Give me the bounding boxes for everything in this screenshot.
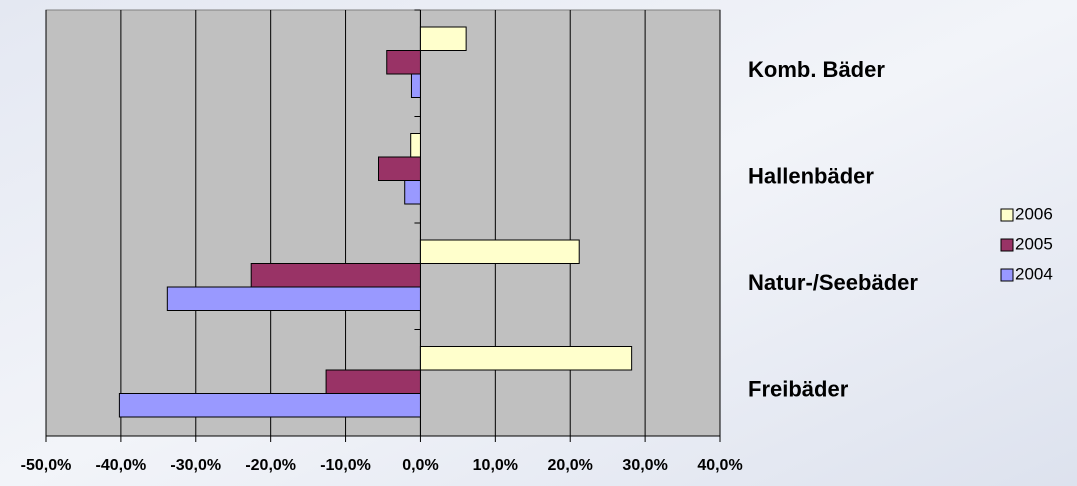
bar	[410, 133, 421, 158]
bar	[325, 369, 421, 394]
x-tick-label: -30,0%	[170, 457, 221, 474]
category-label: Freibäder	[748, 377, 849, 402]
bar	[419, 239, 580, 264]
legend-label: 2005	[1015, 234, 1053, 253]
legend-swatch	[1000, 238, 1014, 252]
legend-swatch	[1000, 268, 1014, 282]
x-tick-label: 30,0%	[622, 457, 667, 474]
x-tick-label: 40,0%	[697, 457, 742, 474]
x-tick-label: -10,0%	[320, 457, 371, 474]
bar	[118, 393, 421, 418]
x-tick-label: -20,0%	[245, 457, 296, 474]
bar	[166, 286, 421, 311]
x-tick-label: 10,0%	[473, 457, 518, 474]
category-label: Hallenbäder	[748, 164, 874, 189]
bar	[404, 180, 421, 205]
legend-swatch	[1000, 208, 1014, 222]
bar	[419, 26, 467, 51]
bar	[410, 73, 421, 98]
x-tick-label: -50,0%	[21, 457, 72, 474]
category-label: Komb. Bäder	[748, 57, 885, 82]
x-tick-label: 0,0%	[402, 457, 438, 474]
bar	[386, 50, 421, 75]
legend-label: 2004	[1015, 264, 1053, 283]
bar	[419, 346, 633, 371]
bar	[250, 263, 421, 288]
x-tick-label: 20,0%	[548, 457, 593, 474]
x-tick-label: -40,0%	[96, 457, 147, 474]
legend-label: 2006	[1015, 204, 1053, 223]
category-label: Natur-/Seebäder	[748, 270, 918, 295]
bar	[378, 156, 421, 181]
